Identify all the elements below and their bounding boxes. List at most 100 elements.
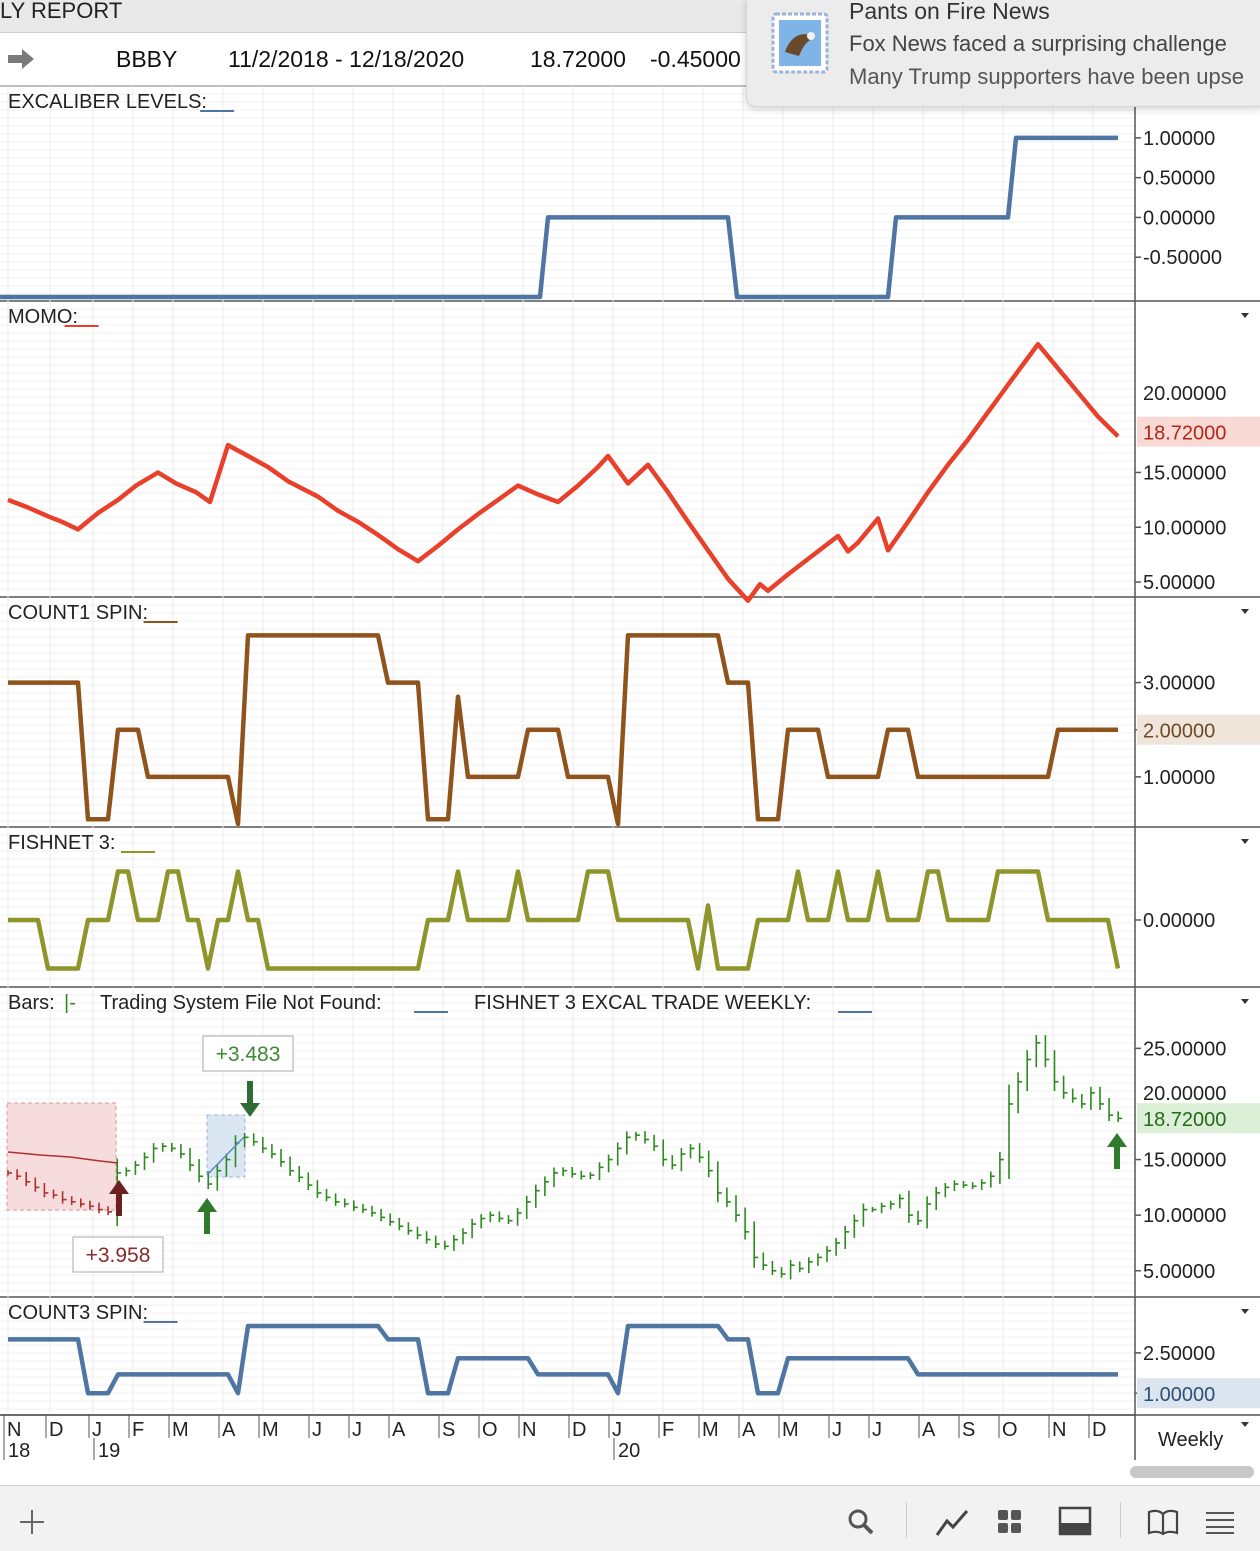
excaliber-line <box>0 135 1118 300</box>
trade-result-box <box>202 1035 294 1072</box>
y-tick-label: 1.00000 <box>1143 128 1215 150</box>
x-month-label: F <box>132 1419 144 1441</box>
panel-menu-icon[interactable] <box>1241 609 1249 614</box>
draw-line-icon[interactable] <box>934 1506 970 1538</box>
x-month-label: J <box>352 1419 362 1441</box>
x-month-label: M <box>782 1419 799 1441</box>
x-month-label: N <box>522 1419 536 1441</box>
count3-last-value-bg <box>1137 1378 1260 1409</box>
y-tick-label: 0.50000 <box>1143 168 1215 190</box>
excaliber-title: EXCALIBER LEVELS: <box>8 91 207 113</box>
y-tick-label: 10.00000 <box>1143 517 1226 539</box>
date-range: 11/2/2018 - 12/18/2020 <box>228 46 465 72</box>
bars-last-value: 18.72000 <box>1143 1109 1226 1131</box>
trade-result-label: +3.958 <box>86 1244 151 1267</box>
x-month-label: M <box>262 1419 279 1441</box>
x-month-label: J <box>312 1419 322 1441</box>
grid-layout-icon[interactable] <box>996 1508 1024 1536</box>
mail-stamp-icon <box>771 12 829 74</box>
x-month-label: J <box>872 1419 882 1441</box>
horizontal-scrollbar[interactable] <box>1130 1466 1254 1478</box>
x-month-label: N <box>7 1419 21 1441</box>
momo-line <box>7 341 1120 603</box>
buy-arrow-icon <box>109 1180 129 1216</box>
y-tick-label: 5.00000 <box>1143 1261 1215 1283</box>
fishnet-title: FISHNET 3: <box>8 832 115 854</box>
notification-banner[interactable]: Pants on Fire News Fox News faced a surp… <box>746 0 1260 107</box>
period-dropdown-icon[interactable] <box>1241 1422 1249 1427</box>
x-month-label: D <box>49 1419 63 1441</box>
panel-menu-icon[interactable] <box>1241 1309 1249 1314</box>
count3-last-value: 1.00000 <box>1143 1384 1215 1406</box>
y-tick-label: 1.00000 <box>1143 767 1215 789</box>
trading-system-title: Trading System File Not Found: <box>100 992 382 1014</box>
search-icon[interactable] <box>846 1508 876 1536</box>
trade-trend-line <box>207 1136 245 1175</box>
buy-arrow-icon <box>1107 1133 1127 1169</box>
bars-title: Bars: <box>8 992 55 1014</box>
x-month-label: S <box>962 1419 975 1441</box>
bars-style-indicator: |- <box>64 992 76 1014</box>
symbol-info-bar: BBBY 11/2/2018 - 12/18/2020 18.72000 -0.… <box>0 33 1260 87</box>
x-month-label: J <box>832 1419 842 1441</box>
fishnet-trade-title: FISHNET 3 EXCAL TRADE WEEKLY: <box>474 992 811 1014</box>
count1-title: COUNT1 SPIN: <box>8 602 148 624</box>
x-month-label: F <box>662 1419 674 1441</box>
symbol-label[interactable]: BBBY <box>116 46 178 72</box>
momo-title: MOMO: <box>8 306 78 328</box>
y-tick-label: 0.00000 <box>1143 207 1215 229</box>
count1-last-value: 2.00000 <box>1143 721 1215 743</box>
y-tick-label: -0.50000 <box>1143 247 1222 269</box>
add-icon[interactable] <box>18 1508 46 1536</box>
x-month-label: N <box>1052 1419 1066 1441</box>
y-tick-label: 15.00000 <box>1143 462 1226 484</box>
period-selector[interactable]: Weekly <box>1158 1429 1223 1451</box>
trade-result-label: +3.483 <box>216 1043 281 1066</box>
y-tick-label-partial: 20.00000 <box>1143 383 1226 405</box>
panel-menu-icon[interactable] <box>1241 313 1249 318</box>
y-tick-label: 5.00000 <box>1143 572 1215 594</box>
x-month-label: S <box>442 1419 455 1441</box>
count3-title: COUNT3 SPIN: <box>8 1302 148 1324</box>
y-tick-label: 10.00000 <box>1143 1205 1226 1227</box>
arrow-right-icon[interactable] <box>6 47 36 71</box>
y-tick-label: 15.00000 <box>1143 1150 1226 1172</box>
x-year-label: 18 <box>8 1440 30 1462</box>
x-month-label: M <box>172 1419 189 1441</box>
x-month-label: J <box>612 1419 622 1441</box>
notification-app: Pants on Fire News <box>849 0 1050 24</box>
y-tick-label: 25.00000 <box>1143 1038 1226 1060</box>
x-month-label: M <box>702 1419 719 1441</box>
x-year-label: 19 <box>98 1440 120 1462</box>
toolbar-divider <box>906 1502 907 1538</box>
book-icon[interactable] <box>1146 1508 1180 1536</box>
x-month-label: A <box>922 1419 936 1441</box>
x-month-label: D <box>572 1419 586 1441</box>
bars-last-value-bg <box>1137 1103 1260 1134</box>
sell-arrow-icon <box>240 1081 260 1117</box>
trade-trend-line <box>7 1151 119 1164</box>
y-tick-label: 0.00000 <box>1143 910 1215 932</box>
count1-spin-line <box>8 633 1118 827</box>
y-tick-label: 2.50000 <box>1143 1343 1215 1365</box>
x-month-label: O <box>1002 1419 1018 1441</box>
x-year-label: 20 <box>618 1440 640 1462</box>
panel-layout-icon[interactable] <box>1058 1506 1092 1536</box>
buy-arrow-icon <box>197 1198 217 1234</box>
momo-last-value: 18.72000 <box>1143 423 1226 445</box>
panel-menu-icon[interactable] <box>1241 999 1249 1004</box>
x-month-label: J <box>92 1419 102 1441</box>
menu-icon[interactable] <box>1204 1510 1236 1534</box>
price-change: -0.45000 <box>650 46 741 72</box>
notification-body: Many Trump supporters have been upse <box>849 64 1245 89</box>
x-month-label: A <box>222 1419 236 1441</box>
panel-menu-icon[interactable] <box>1241 839 1249 844</box>
momo-last-value-bg <box>1137 416 1260 447</box>
last-price: 18.72000 <box>530 46 626 72</box>
x-month-label: A <box>392 1419 406 1441</box>
trade-result-box <box>72 1236 164 1273</box>
x-month-label: A <box>742 1419 756 1441</box>
count3-spin-line <box>8 1323 1118 1396</box>
toolbar-divider <box>1120 1502 1121 1538</box>
count1-last-value-bg <box>1137 714 1260 745</box>
